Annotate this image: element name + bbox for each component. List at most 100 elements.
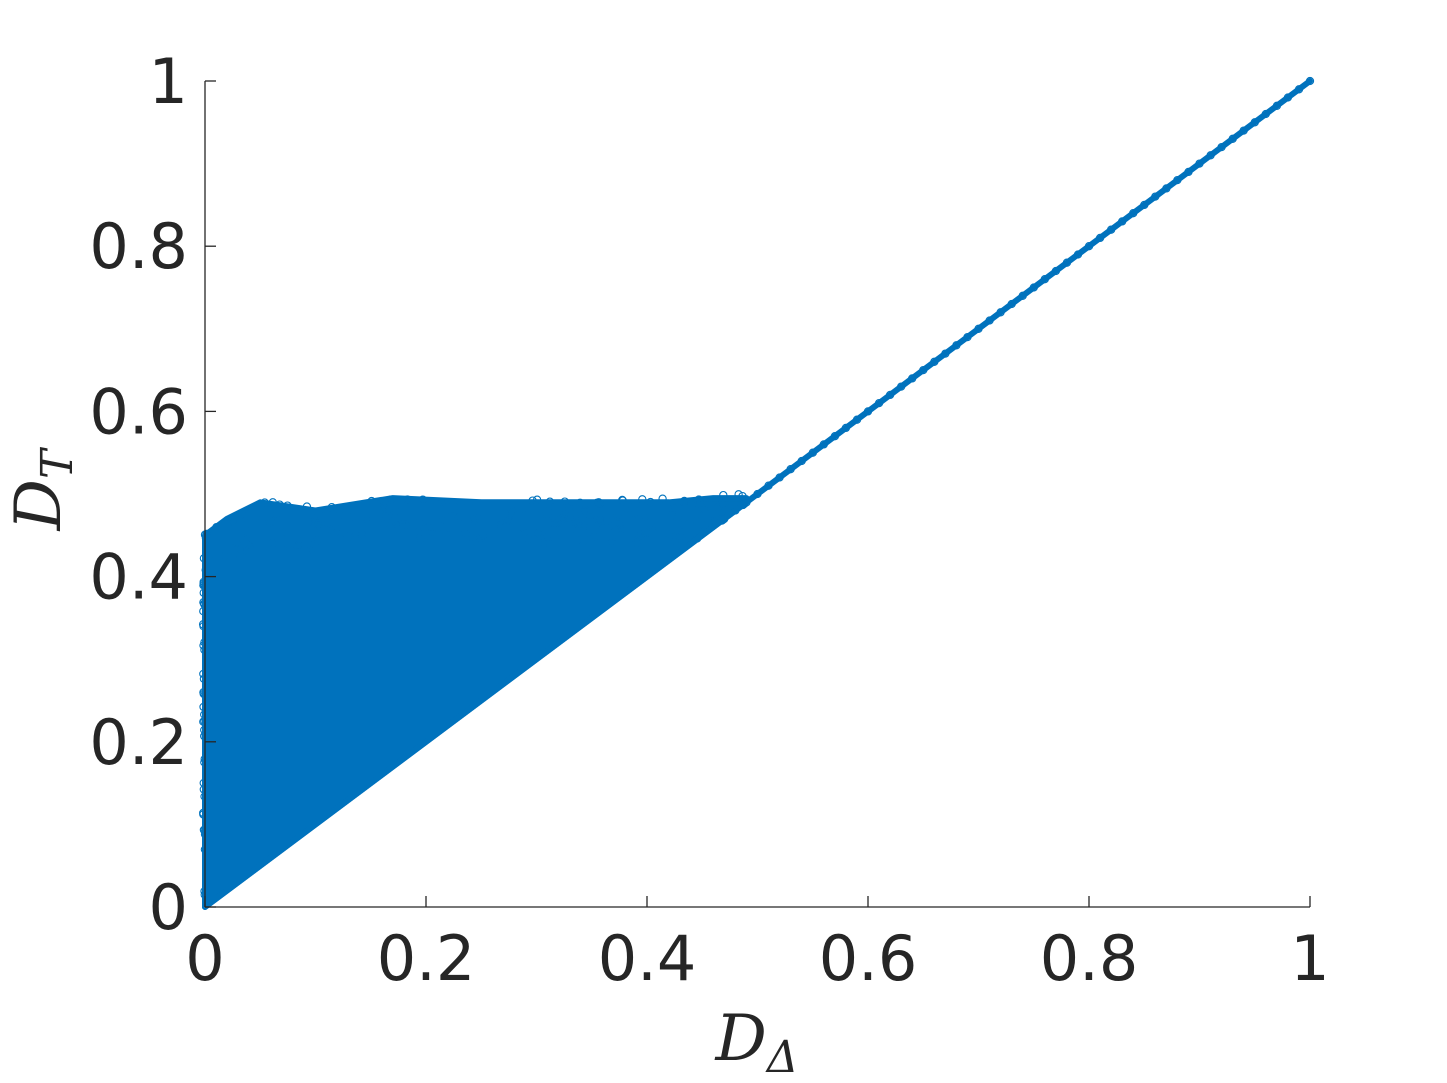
diagonal-point: [1051, 266, 1061, 276]
scatter-point: [312, 536, 322, 545]
plot-area: [198, 76, 1315, 910]
scatter-point: [638, 495, 647, 504]
diagonal-point: [897, 382, 906, 391]
scatter-point: [212, 523, 221, 532]
scatter-point: [580, 521, 589, 531]
scatter-point: [415, 517, 425, 526]
scatter-point: [544, 507, 554, 516]
diagonal-point: [1106, 225, 1116, 234]
scatter-point: [294, 535, 303, 544]
scatter-point: [403, 495, 412, 504]
scatter-point: [199, 689, 208, 698]
y-tick-label: 0.4: [89, 541, 188, 614]
scatter-point: [314, 519, 323, 529]
scatter-point: [220, 551, 230, 560]
scatter-point: [616, 524, 626, 534]
x-tick-label: 1: [1290, 922, 1329, 995]
diagonal-point: [1018, 291, 1027, 300]
scatter-point: [580, 506, 589, 516]
diagonal-point: [1305, 76, 1315, 86]
scatter-point: [322, 519, 331, 528]
scatter-point: [721, 498, 731, 508]
scatter-point: [560, 497, 569, 506]
scatter-point: [225, 526, 234, 536]
scatter-point: [678, 520, 687, 529]
scatter-point: [383, 505, 393, 514]
scatter-point: [402, 520, 411, 529]
scatter-point: [455, 512, 464, 522]
x-tick-label: 0.8: [1040, 922, 1139, 995]
scatter-point: [469, 516, 479, 525]
scatter-point: [415, 535, 425, 544]
scatter-point: [429, 528, 438, 537]
scatter-point: [654, 524, 663, 533]
scatter-point: [681, 512, 690, 521]
scatter-point: [358, 529, 367, 538]
scatter-point: [277, 527, 286, 537]
scatter-point: [629, 509, 638, 518]
diagonal-point: [830, 432, 840, 441]
scatter-point: [357, 530, 366, 540]
axes: [204, 81, 1310, 908]
scatter-point: [545, 497, 555, 506]
scatter-point: [495, 521, 505, 531]
scatter-point: [391, 507, 400, 516]
diagonal-point: [775, 473, 784, 482]
diagonal-line: [202, 78, 1313, 910]
scatter-point: [581, 506, 590, 515]
scatter-point: [565, 504, 574, 513]
scatter-point: [687, 499, 696, 509]
scatter-point: [199, 554, 209, 563]
scatter-point: [614, 520, 624, 529]
diagonal-point: [841, 423, 851, 433]
scatter-point: [348, 512, 357, 521]
scatter-point: [379, 502, 388, 511]
diagonal-point: [963, 332, 972, 342]
scatter-point: [506, 508, 516, 517]
scatter-point: [198, 620, 208, 629]
scatter-point: [560, 510, 570, 519]
scatter-point: [696, 500, 705, 509]
scatter-point: [379, 518, 389, 528]
scatter-point: [734, 490, 743, 499]
scatter-point: [632, 538, 641, 548]
y-axis-ticks: 0 0.2 0.4 0.6 0.8 1: [89, 45, 216, 944]
scatter-point: [200, 758, 209, 767]
scatter-point: [260, 502, 270, 512]
scatter-point: [607, 533, 616, 542]
scatter-point: [241, 511, 250, 520]
y-axis-label-main: D: [2, 479, 76, 531]
scatter-point: [260, 498, 269, 507]
diagonal-point: [1228, 134, 1237, 143]
diagonal-point: [753, 489, 762, 499]
y-tick-label: 0: [149, 871, 188, 944]
diagonal-point: [930, 357, 939, 366]
scatter-point: [665, 530, 674, 540]
x-axis-label-sub: Δ: [765, 1032, 799, 1083]
scatter-point: [658, 494, 667, 503]
scatter-point: [595, 516, 604, 525]
diagonal-point: [742, 498, 751, 507]
scatter-point: [201, 565, 210, 575]
scatter-point: [199, 581, 208, 590]
scatter-point: [335, 510, 344, 520]
x-axis-label-main: D: [714, 1002, 766, 1076]
scatter-point: [230, 550, 239, 559]
diagonal-point: [1217, 142, 1226, 152]
scatter-point: [640, 512, 649, 521]
diagonal-point: [1239, 126, 1248, 135]
scatter-point: [420, 523, 429, 533]
y-axis-label-sub: T: [32, 446, 83, 479]
diagonal-points: [202, 76, 1315, 910]
scatter-point: [392, 519, 401, 529]
scatter-point: [332, 523, 341, 532]
scatter-point: [367, 496, 376, 506]
x-axis-label: DΔ: [714, 1002, 798, 1083]
diagonal-point: [1129, 209, 1138, 218]
scatter-point: [308, 545, 317, 555]
scatter-point: [584, 505, 593, 515]
diagonal-point: [1184, 167, 1193, 177]
scatter-point: [618, 495, 627, 505]
scatter-point: [536, 510, 545, 520]
diagonal-point: [786, 465, 795, 474]
